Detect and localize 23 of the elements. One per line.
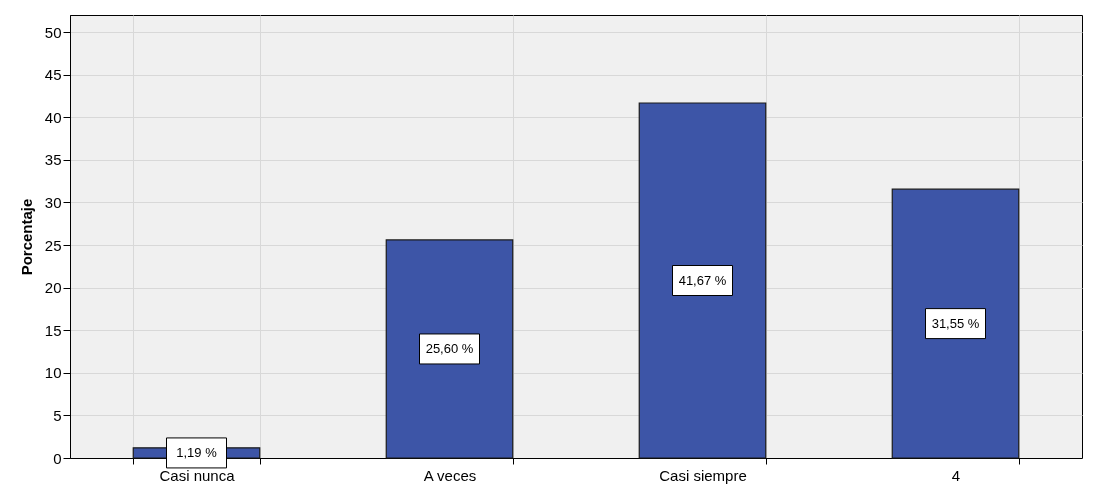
data-label: 1,19 % (176, 444, 218, 460)
x-tick-label: Casi siempre (659, 466, 747, 484)
y-tick-label: 25 (44, 236, 62, 254)
data-label: 25,60 % (425, 340, 474, 356)
y-tick-label: 35 (44, 151, 62, 169)
y-tick-label: 0 (53, 449, 62, 467)
y-tick-label: 10 (44, 364, 62, 382)
y-tick-label: 45 (44, 66, 62, 84)
x-tick-label: Casi nunca (159, 466, 236, 484)
y-tick-label: 15 (44, 321, 62, 339)
bar (891, 188, 1020, 459)
y-tick-label: 30 (44, 193, 62, 211)
data-label: 31,55 % (931, 315, 980, 331)
x-tick-label: A veces (423, 466, 477, 484)
y-tick-label: 20 (44, 279, 62, 297)
bar (385, 239, 514, 459)
bar (638, 102, 767, 459)
y-tick-label: 5 (53, 406, 62, 424)
y-axis-title: Porcentaje (17, 198, 35, 276)
y-tick-label: 50 (44, 23, 62, 41)
y-tick-label: 40 (44, 108, 62, 126)
x-tick-label: 4 (951, 466, 961, 484)
data-label: 41,67 % (678, 272, 727, 288)
